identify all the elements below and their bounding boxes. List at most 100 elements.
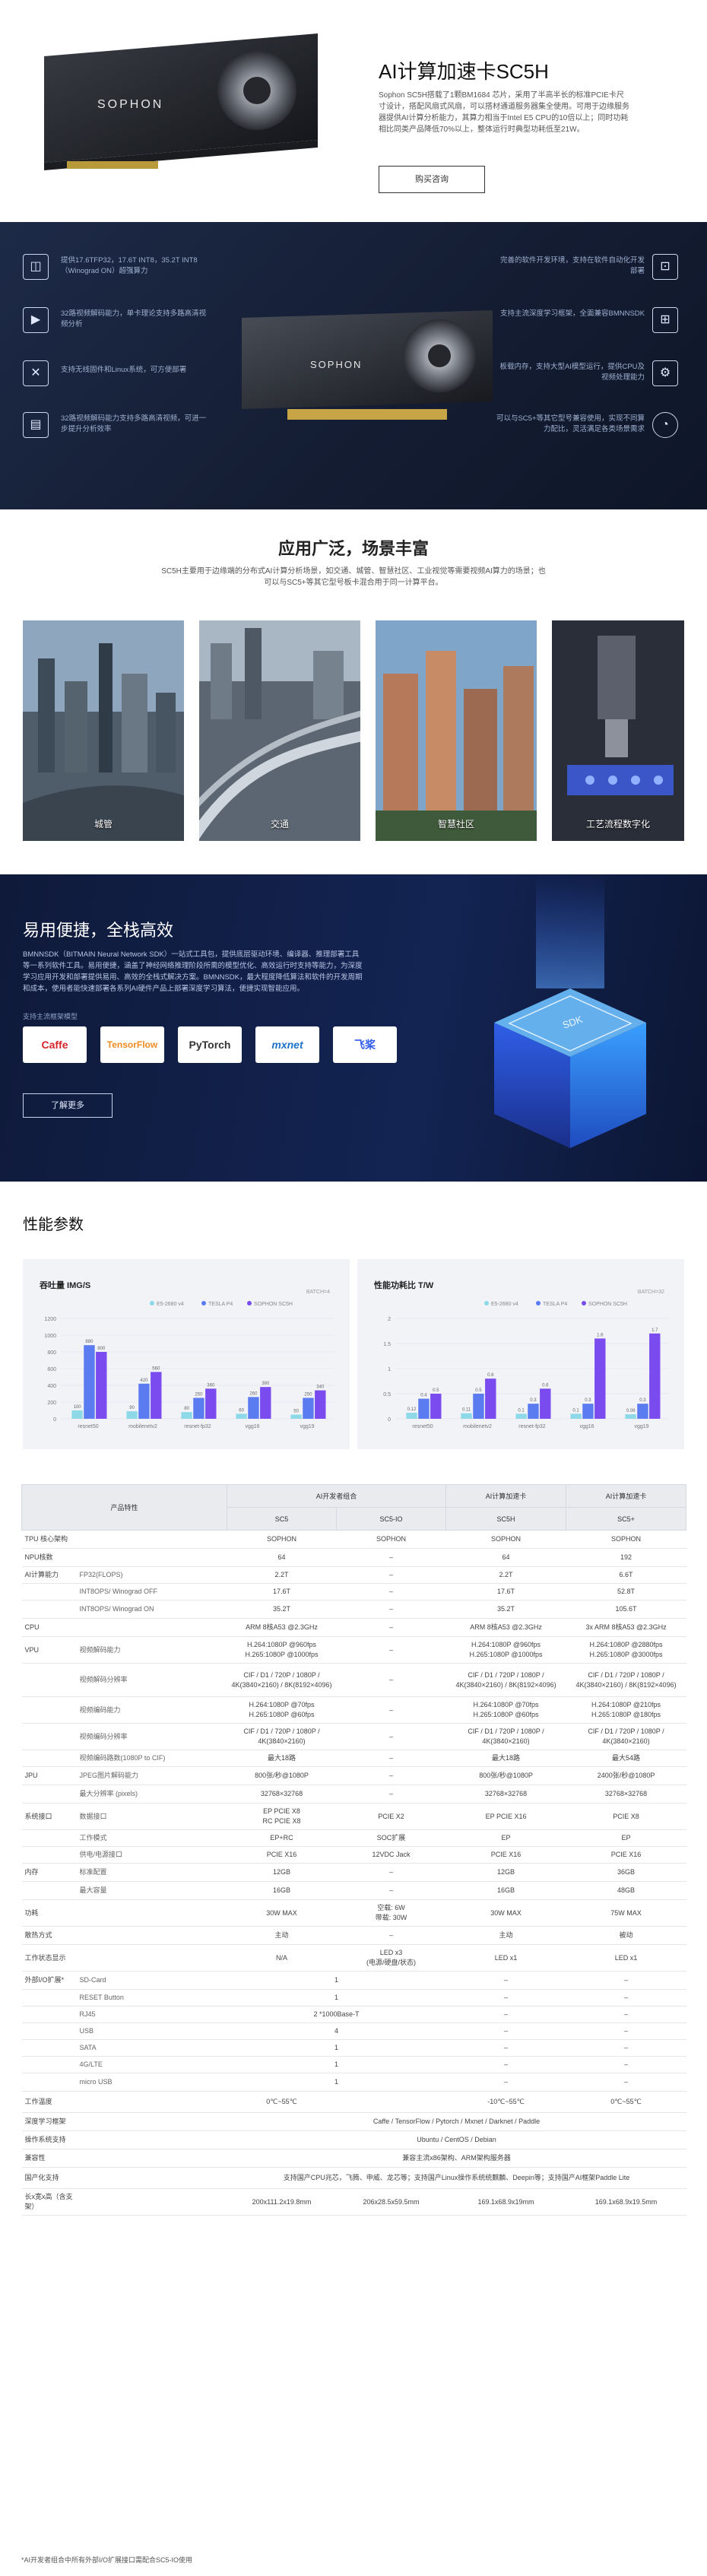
spec-subcategory: 视频编码路数(1080P to CIF) [75, 1750, 227, 1767]
spec-value: 35.2T [227, 1600, 337, 1619]
urban-photo [23, 620, 184, 841]
spec-value: 64 [227, 1548, 337, 1567]
spec-value: – [336, 1723, 446, 1750]
spec-value: – [445, 1989, 566, 2007]
throughput-chart: 吞吐量 IMG/S BATCH=4 0 200 400 600 800 1000 1200 E… [23, 1259, 350, 1449]
legend-swatch [484, 1301, 489, 1305]
spec-row: USB 4– – [21, 2022, 686, 2040]
bar-value-label: 0.3 [639, 1398, 646, 1403]
spec-value: 32768×32768 [445, 1784, 566, 1804]
accelerator-card-image-dark: SOPHON [242, 310, 493, 420]
spec-value: – [566, 2039, 686, 2057]
spec-value: – [336, 1766, 446, 1785]
spec-row: 国产化支持 支持国产CPU兆芯，飞腾、申威、龙芯等；支持国产Linux操作系统统麒… [21, 2167, 686, 2189]
spec-table: 产品特性 AI开发者组合 AI计算加速卡 AI计算加速卡 SC5 SC5-IO … [21, 1484, 687, 2216]
chart-bar [406, 1413, 417, 1419]
feature-text-7: 32路视频解码能力支持多路高清视频，可进一步提升分析效率 [61, 414, 207, 433]
spec-value: LED x1 [445, 1944, 566, 1972]
spec-row: 4G/LTE 1– – [21, 2056, 686, 2073]
spec-row: 视频解码分辨率 CIF / D1 / 720P / 1080P / 4K(3840… [21, 1663, 686, 1697]
y-tick-label: 1200 [44, 1317, 56, 1322]
spec-subcategory: 视频编码能力 [75, 1696, 227, 1724]
spec-row: 系统接口 数据接口 EP PCIE X8 RC PCIE X8 PCIE X2 EP P… [21, 1803, 686, 1830]
x-tick-label: vgg19 [634, 1424, 648, 1429]
spec-value: – [336, 1583, 446, 1600]
spec-subcategory [75, 2130, 227, 2149]
spec-value: SOPHON [336, 1530, 446, 1549]
spec-row: 最大分辨率 (pixels) 32768×32768–32768×32768 327… [21, 1784, 686, 1804]
x-tick-label: vgg19 [300, 1424, 314, 1429]
scenario-tile-traffic[interactable]: 交通 [199, 620, 360, 841]
learn-more-button[interactable]: 了解更多 [23, 1093, 113, 1118]
spec-value: 4 [227, 2022, 446, 2040]
sdk-description: BMNNSDK（BITMAIN Neural Network SDK）一站式工具… [23, 950, 363, 993]
spec-value: 105.6T [566, 1600, 686, 1619]
spec-value: – [566, 2073, 686, 2092]
spec-value: – [336, 1548, 446, 1567]
spec-value: – [566, 2006, 686, 2023]
spec-value: H.264:1080P @70fps H.265:1080P @60fps [445, 1696, 566, 1724]
spec-value: 主动 [445, 1926, 566, 1945]
spec-subcategory [75, 2188, 227, 2216]
spec-col-sc5io: SC5-IO [336, 1507, 447, 1531]
chart-bar [515, 1413, 527, 1419]
card-brand-text-dark: SOPHON [310, 359, 362, 370]
spec-value: – [336, 1663, 446, 1697]
spec-value: – [445, 2006, 566, 2023]
buy-consult-button[interactable]: 购买咨询 [379, 166, 485, 193]
legend-swatch [536, 1301, 541, 1305]
bar-value-label: 0.11 [462, 1408, 471, 1413]
spec-category: VPU [21, 1636, 75, 1664]
bar-value-label: 1.7 [652, 1328, 658, 1333]
spec-row: 兼容性 兼容主流x86架构、ARM架构服务器 [21, 2149, 686, 2168]
spec-value: PCIE X2 [336, 1803, 446, 1830]
spec-subcategory [75, 1618, 227, 1637]
spec-header-card2: AI计算加速卡 [566, 1484, 687, 1508]
bar-value-label: 880 [85, 1340, 94, 1344]
spec-row: 深度学习框架 Caffe / TensorFlow / Pytorch / Mxn… [21, 2112, 686, 2131]
spec-subcategory: 视频解码分辨率 [75, 1663, 227, 1697]
scenario-tile-industrial[interactable]: 工艺流程数字化 [552, 620, 684, 841]
bar-value-label: 420 [140, 1378, 148, 1383]
scenario-tile-community[interactable]: 智慧社区 [376, 620, 537, 841]
spec-value: 800张/秒@1080P [227, 1766, 337, 1785]
spec-category: 系统接口 [21, 1803, 75, 1830]
y-tick-label: 400 [47, 1384, 56, 1389]
spec-category [21, 1723, 75, 1750]
spec-value: 12GB [227, 1863, 337, 1882]
sdk-title: 易用便捷，全栈高效 [23, 921, 174, 940]
x-tick-label: vgg16 [245, 1424, 259, 1429]
bar-value-label: 380 [262, 1382, 270, 1386]
spec-value: 75W MAX [566, 1899, 686, 1927]
spec-value: H.264:1080P @960fps H.265:1080P @1000fps [445, 1636, 566, 1664]
spec-value: ARM 8核A53 @2.3GHz [445, 1618, 566, 1637]
industrial-photo [552, 620, 684, 841]
spec-value: EP PCIE X8 RC PCIE X8 [227, 1803, 337, 1830]
spec-category: JPU [21, 1766, 75, 1785]
spec-value: CIF / D1 / 720P / 1080P / 4K(3840×2160) [566, 1723, 686, 1750]
spec-subcategory [75, 1530, 227, 1549]
spec-value: 48GB [566, 1881, 686, 1900]
chart-bar [625, 1414, 636, 1419]
spec-category: 散热方式 [21, 1926, 75, 1945]
spec-category [21, 2073, 75, 2092]
spec-row: TPU 核心架构 SOPHON SOPHON SOPHON SOPHON [21, 1530, 686, 1549]
spec-row: NPU核数 64–64 192 [21, 1548, 686, 1567]
y-tick-label: 2 [388, 1317, 391, 1322]
x-tick-label: resnet50 [78, 1424, 98, 1429]
spec-subcategory: 标准配置 [75, 1863, 227, 1882]
scenario-tile-urban[interactable]: 城管 [23, 620, 184, 841]
spec-value: 3x ARM 8核A53 @2.3GHz [566, 1618, 686, 1637]
bar-value-label: 0.5 [475, 1388, 482, 1393]
feature-text-6: 板载内存，支持大型AI模型运行，提供CPU及视频处理能力 [499, 363, 645, 382]
spec-category [21, 1784, 75, 1804]
spec-row: 工作模式 EP+RC SOC扩展 EP EP [21, 1829, 686, 1847]
chart-bar [570, 1413, 582, 1419]
spec-value: – [566, 1989, 686, 2007]
feature-text-8: 可以与SC5+等其它型号兼容使用，实现不同算力配比，灵活满足各类场景需求 [496, 414, 645, 433]
scenario-label-industrial: 工艺流程数字化 [585, 819, 650, 830]
spec-value: SOPHON [566, 1530, 686, 1549]
spec-value: Ubuntu / CentOS / Debian [227, 2130, 686, 2149]
spec-subcategory: SATA [75, 2039, 227, 2057]
chart-bar [528, 1404, 539, 1419]
